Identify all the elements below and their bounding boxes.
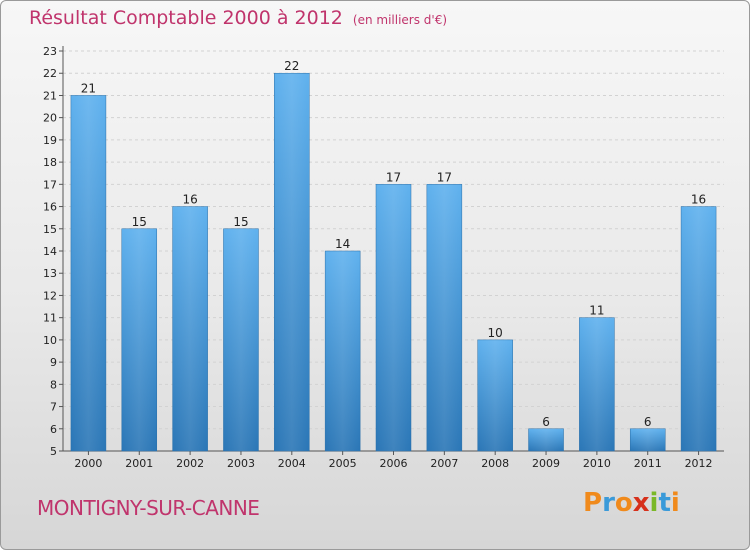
value-label: 17 bbox=[386, 170, 401, 184]
place-name: MONTIGNY-SUR-CANNE bbox=[37, 496, 260, 520]
label-layer: 21 15 16 15 22 14 17 17 10 6 11 6 16 bbox=[81, 59, 706, 429]
y-tick-label: 13 bbox=[43, 267, 57, 280]
logo-letter: i bbox=[670, 488, 680, 518]
bar-shine bbox=[376, 184, 411, 452]
bar-shine bbox=[579, 317, 615, 451]
x-tick-label: 2005 bbox=[329, 457, 357, 470]
value-label: 14 bbox=[335, 237, 350, 251]
chart-unit: (en milliers d'€) bbox=[352, 13, 448, 27]
y-tick-label: 7 bbox=[50, 401, 57, 414]
logo-letter: o bbox=[614, 488, 633, 518]
value-label: 15 bbox=[233, 215, 248, 229]
bar-shine bbox=[172, 206, 208, 451]
logo-letter: i bbox=[649, 488, 659, 518]
bar-shine bbox=[70, 95, 106, 451]
logo-letter: t bbox=[658, 488, 671, 518]
x-tick-label: 2011 bbox=[634, 457, 662, 470]
x-tick-label: 2002 bbox=[176, 457, 204, 470]
y-tick-label: 5 bbox=[50, 445, 57, 458]
bar-shine bbox=[681, 206, 717, 451]
y-tick-label: 8 bbox=[50, 378, 57, 391]
y-tick-label: 9 bbox=[50, 356, 57, 369]
x-tick-label: 2008 bbox=[481, 457, 509, 470]
bar-shine bbox=[477, 339, 513, 451]
bar-shine bbox=[274, 73, 310, 451]
x-tick-label: 2009 bbox=[532, 457, 560, 470]
value-label: 16 bbox=[182, 193, 197, 207]
bar-layer bbox=[70, 72, 717, 452]
bar-shine bbox=[325, 251, 361, 451]
value-label: 10 bbox=[488, 326, 503, 340]
y-tick-label: 15 bbox=[43, 223, 57, 236]
y-tick-label: 19 bbox=[43, 134, 57, 147]
x-tick-label: 2004 bbox=[278, 457, 306, 470]
y-tick-label: 22 bbox=[43, 67, 57, 80]
logo-letter: r bbox=[602, 488, 615, 518]
bar-shine bbox=[426, 184, 462, 452]
y-tick-label: 10 bbox=[43, 334, 57, 347]
x-tick-label: 2012 bbox=[685, 457, 713, 470]
y-tick-label: 17 bbox=[43, 178, 57, 191]
bar-shine bbox=[630, 428, 666, 451]
title-row: Résultat Comptable 2000 à 2012 (en millie… bbox=[29, 7, 447, 29]
y-tick-label: 23 bbox=[43, 45, 57, 58]
value-label: 22 bbox=[284, 59, 299, 73]
y-tick-label: 20 bbox=[43, 112, 57, 125]
logo-letter: P bbox=[583, 488, 603, 518]
x-tick-label: 2001 bbox=[125, 457, 153, 470]
value-label: 17 bbox=[437, 170, 452, 184]
bar-shine bbox=[528, 428, 564, 451]
x-tick-label: 2007 bbox=[430, 457, 458, 470]
y-tick-label: 6 bbox=[50, 423, 57, 436]
value-label: 6 bbox=[542, 415, 550, 429]
y-tick-label: 21 bbox=[43, 89, 57, 102]
y-tick-label: 14 bbox=[43, 245, 57, 258]
bar-shine bbox=[223, 228, 259, 451]
value-label: 6 bbox=[644, 415, 652, 429]
y-tick-label: 16 bbox=[43, 201, 57, 214]
bar-shine bbox=[121, 228, 157, 451]
x-tick-label: 2000 bbox=[74, 457, 102, 470]
chart-title: Résultat Comptable 2000 à 2012 bbox=[29, 7, 343, 29]
x-tick-label: 2010 bbox=[583, 457, 611, 470]
value-label: 21 bbox=[81, 81, 96, 95]
y-tick-label: 11 bbox=[43, 312, 57, 325]
proxiti-logo: Proxiti bbox=[583, 488, 680, 518]
y-tick-label: 18 bbox=[43, 156, 57, 169]
value-label: 15 bbox=[132, 215, 147, 229]
x-tick-label: 2006 bbox=[380, 457, 408, 470]
value-label: 16 bbox=[691, 193, 706, 207]
y-tick-label: 12 bbox=[43, 289, 57, 302]
value-label: 11 bbox=[589, 304, 604, 318]
x-tick-label: 2003 bbox=[227, 457, 255, 470]
logo-letter: x bbox=[632, 488, 650, 518]
